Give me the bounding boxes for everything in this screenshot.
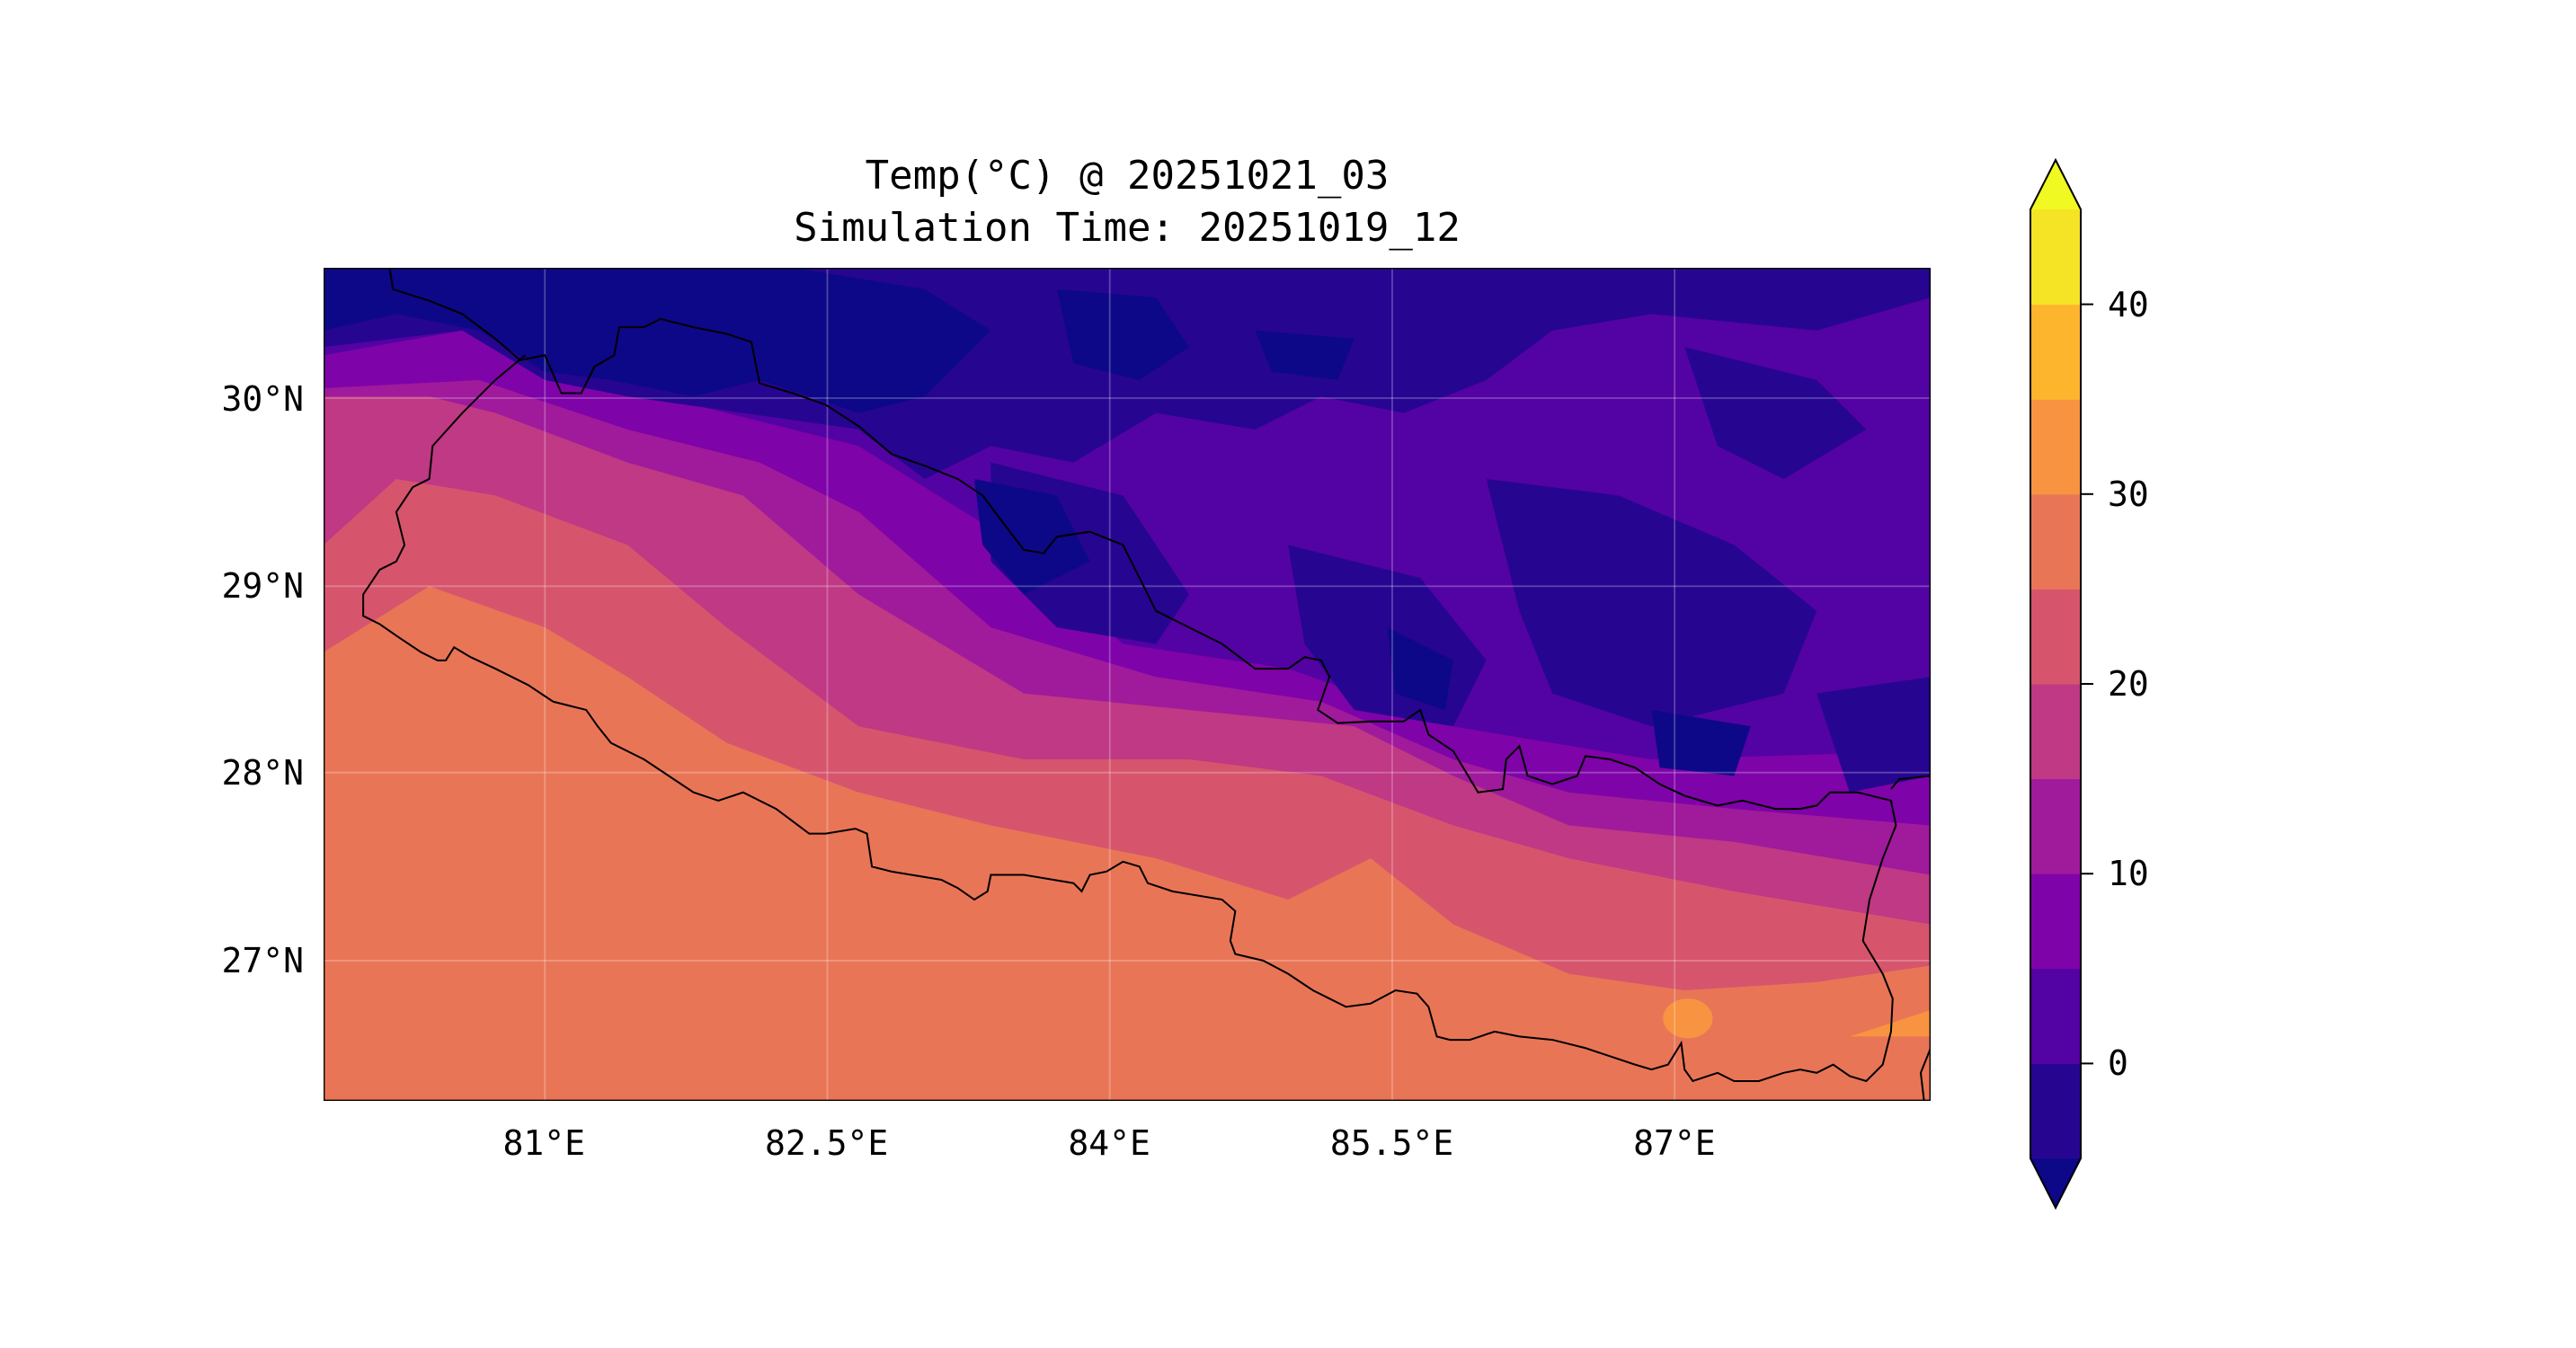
x-tick-label: 81°E [502, 1123, 585, 1163]
colorbar-tick-label: 40 [2108, 284, 2149, 324]
colorbar-band [2030, 493, 2081, 590]
chart-title: Temp(°C) @ 20251021_03 [865, 153, 1390, 199]
nepal-border [362, 268, 1897, 1083]
y-tick-label: 27°N [221, 940, 304, 980]
colorbar-outline [2030, 157, 2082, 1211]
x-tick-label: 85.5°E [1329, 1123, 1454, 1163]
colorbar-tick-label: 10 [2108, 854, 2149, 894]
y-tick-label: 28°N [221, 753, 304, 794]
colorbar-band [2030, 589, 2081, 685]
colorbar-band [2030, 1063, 2081, 1159]
x-tick-label: 84°E [1068, 1123, 1150, 1163]
colorbar-band [2030, 874, 2081, 970]
x-tick-label: 87°E [1633, 1123, 1716, 1163]
chart-subtitle: Simulation Time: 20251019_12 [794, 205, 1461, 251]
x-tick-label: 82.5°E [765, 1123, 889, 1163]
colorbar-band [2030, 304, 2081, 400]
y-tick-label: 30°N [221, 378, 304, 419]
colorbar-band [2030, 399, 2081, 495]
colorbar-band [2030, 778, 2081, 874]
colorbar-tick-label: 20 [2108, 664, 2149, 704]
band-below-minus5 [324, 268, 1751, 776]
colorbar-band [2030, 968, 2081, 1064]
colorbar-band [2030, 684, 2081, 780]
bhutan-border [1919, 1047, 1931, 1101]
colorbar-band [2030, 209, 2081, 306]
colorbar [2030, 157, 2093, 1211]
band-30-35-patch [1663, 998, 1713, 1039]
colorbar-extend-min [2030, 1158, 2081, 1208]
map-plot-area [324, 268, 1931, 1101]
china-india-border [1890, 775, 1931, 790]
y-tick-label: 29°N [221, 566, 304, 607]
colorbar-tick-label: 0 [2108, 1043, 2128, 1084]
colorbar-extend-max [2030, 160, 2081, 209]
colorbar-tick-label: 30 [2108, 474, 2149, 514]
